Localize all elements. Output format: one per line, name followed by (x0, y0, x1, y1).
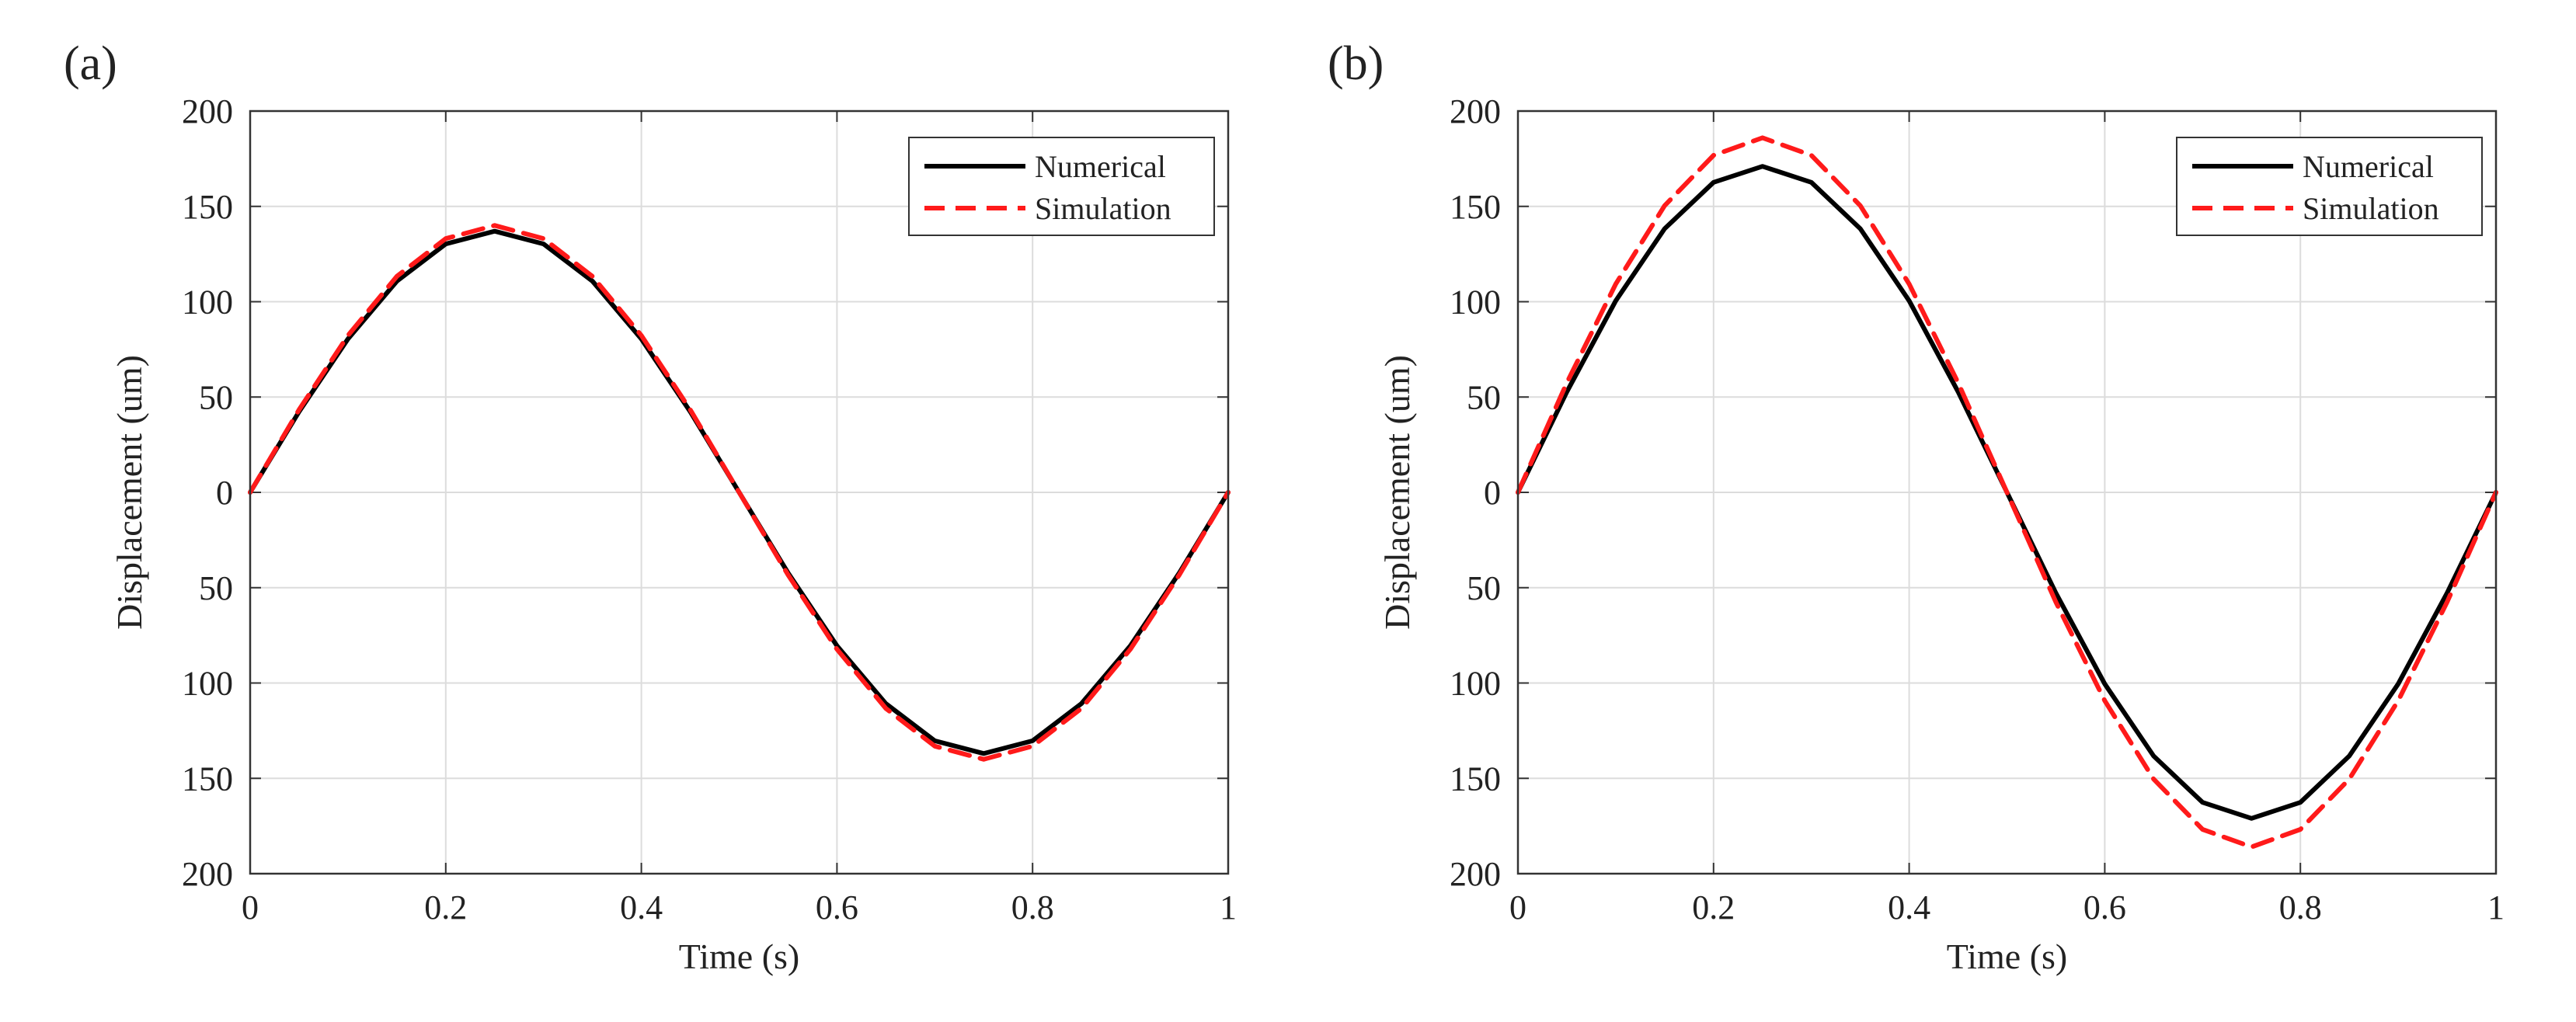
x-tick-label: 0.2 (424, 888, 467, 926)
x-tick-label: 0.6 (816, 888, 858, 926)
series-line-simulation (1516, 135, 2498, 850)
x-axis-label: Time (s) (1947, 937, 2068, 976)
legend-label: Numerical (1035, 149, 1166, 184)
legend-label: Simulation (1035, 191, 1171, 226)
x-tick-label: 0.4 (620, 888, 663, 926)
panel-label: (a) (64, 37, 117, 90)
y-tick-label: 50 (199, 569, 233, 607)
y-tick-label: 100 (1450, 665, 1501, 703)
legend-label: Numerical (2303, 149, 2434, 184)
y-tick-label: 0 (216, 474, 233, 512)
x-tick-label: 0.8 (2279, 888, 2322, 926)
y-axis-label: Displacement (um) (110, 355, 149, 630)
x-tick-label: 0.2 (1692, 888, 1735, 926)
y-tick-label: 200 (1450, 92, 1501, 130)
y-tick-label: 50 (1467, 569, 1501, 607)
axes-frame (1516, 110, 2498, 875)
x-tick-label: 1 (2487, 888, 2505, 926)
axes-frame (249, 110, 1230, 875)
panel-label: (b) (1328, 37, 1384, 90)
x-tick-label: 0.8 (1011, 888, 1054, 926)
y-tick-label: 50 (1467, 378, 1501, 416)
y-tick-label: 200 (182, 92, 233, 130)
legend-box (908, 137, 1215, 236)
y-tick-label: 150 (1450, 760, 1501, 798)
series-line-simulation (248, 223, 1231, 762)
x-tick-label: 0 (1509, 888, 1526, 926)
x-tick-label: 0.4 (1888, 888, 1930, 926)
y-tick-label: 150 (182, 760, 233, 798)
y-axis-label: Displacement (um) (1377, 355, 1417, 630)
y-tick-label: 200 (1450, 855, 1501, 893)
y-tick-label: 150 (1450, 188, 1501, 226)
x-tick-label: 0.6 (2083, 888, 2126, 926)
y-tick-label: 100 (1450, 283, 1501, 322)
x-axis-label: Time (s) (679, 937, 800, 976)
legend-label: Simulation (2303, 191, 2439, 226)
x-tick-label: 0 (242, 888, 259, 926)
y-tick-label: 100 (182, 665, 233, 703)
panel-b: (b) 0 0.2 0.4 0.6 0.8 1 200 150 100 50 0 50 100 150 200… (1328, 37, 2505, 976)
x-tick-label: 1 (1220, 888, 1237, 926)
legend-box (2176, 137, 2483, 236)
y-tick-label: 150 (182, 188, 233, 226)
y-tick-label: 100 (182, 283, 233, 322)
y-tick-label: 200 (182, 855, 233, 893)
y-tick-label: 50 (199, 378, 233, 416)
panel-a: (a) 0 0.2 0.4 0.6 0.8 1 200 150 100 50 0 50 100 150 200… (64, 37, 1237, 976)
y-tick-label: 0 (1484, 474, 1501, 512)
